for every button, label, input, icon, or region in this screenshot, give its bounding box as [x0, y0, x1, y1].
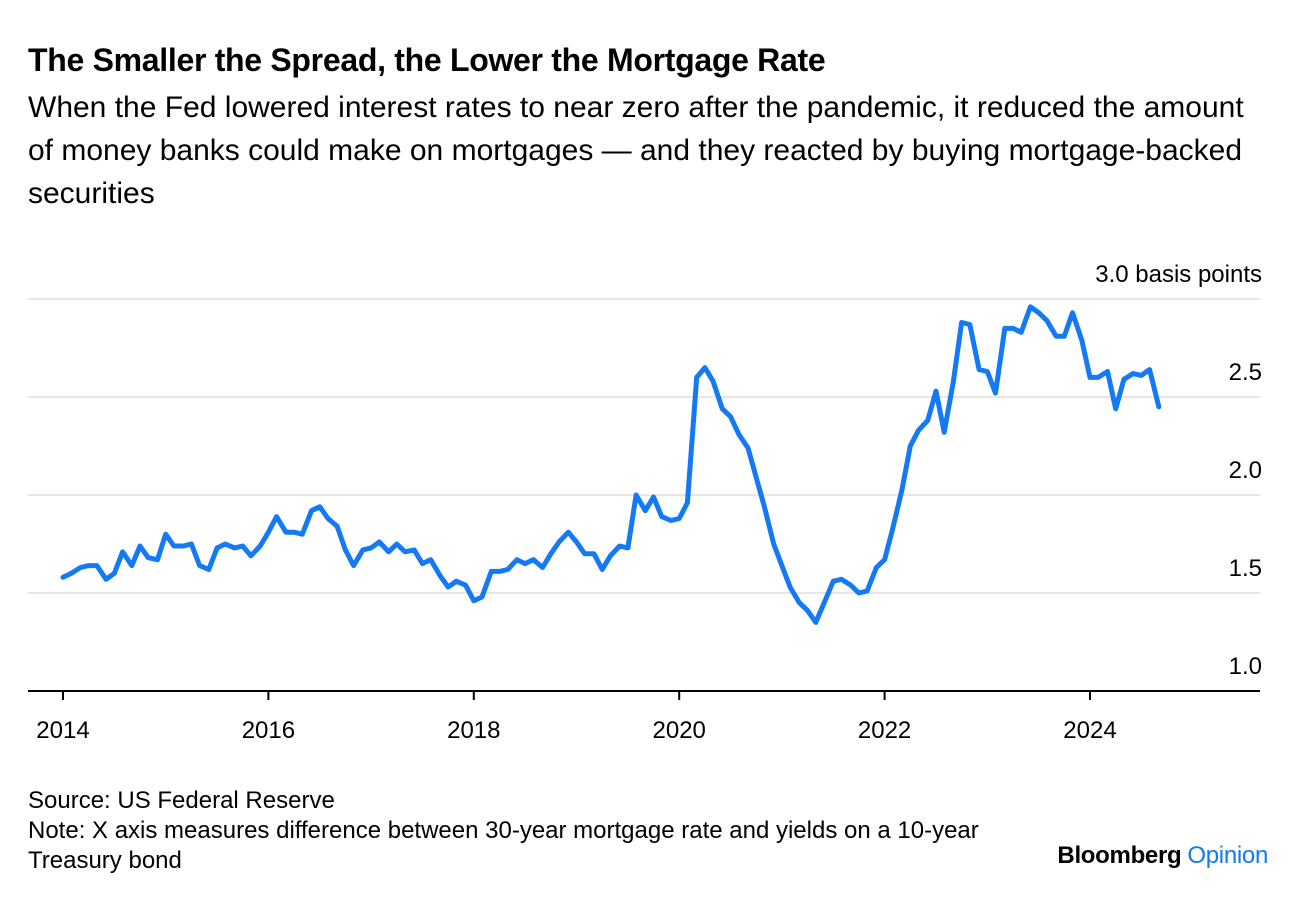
x-tick-label: 2024	[1063, 717, 1116, 744]
brand-name: Bloomberg	[1057, 842, 1182, 869]
gridlines	[28, 298, 1260, 594]
source-note: Source: US Federal Reserve	[28, 787, 335, 814]
y-axis-tick-labels: 1.0 1.5 2.0 2.5 3.0 basis points	[1095, 261, 1262, 680]
x-tick-label: 2020	[653, 717, 706, 744]
y-tick-label: 3.0 basis points	[1095, 261, 1262, 288]
y-tick-label: 1.5	[1229, 555, 1262, 582]
x-tick-label: 2016	[242, 717, 295, 744]
y-tick-label: 2.0	[1229, 457, 1262, 484]
x-axis-ticks: 2014 2016 2018 2020 2022 2024	[36, 691, 1117, 744]
chart-subtitle: When the Fed lowered interest rates to n…	[28, 91, 1244, 210]
brand-logo: Bloomberg Opinion	[1057, 842, 1268, 870]
y-tick-label: 1.0	[1229, 653, 1262, 680]
x-tick-label: 2014	[36, 717, 89, 744]
chart-title: The Smaller the Spread, the Lower the Mo…	[28, 42, 826, 78]
x-tick-label: 2022	[858, 717, 911, 744]
footer: Source: US Federal Reserve Note: X axis …	[28, 786, 1028, 876]
y-tick-label: 2.5	[1229, 359, 1262, 386]
series-line-spread	[60, 304, 1162, 625]
axis-note: Note: X axis measures difference between…	[28, 817, 979, 874]
x-tick-label: 2018	[447, 717, 500, 744]
brand-section: Opinion	[1187, 842, 1268, 869]
